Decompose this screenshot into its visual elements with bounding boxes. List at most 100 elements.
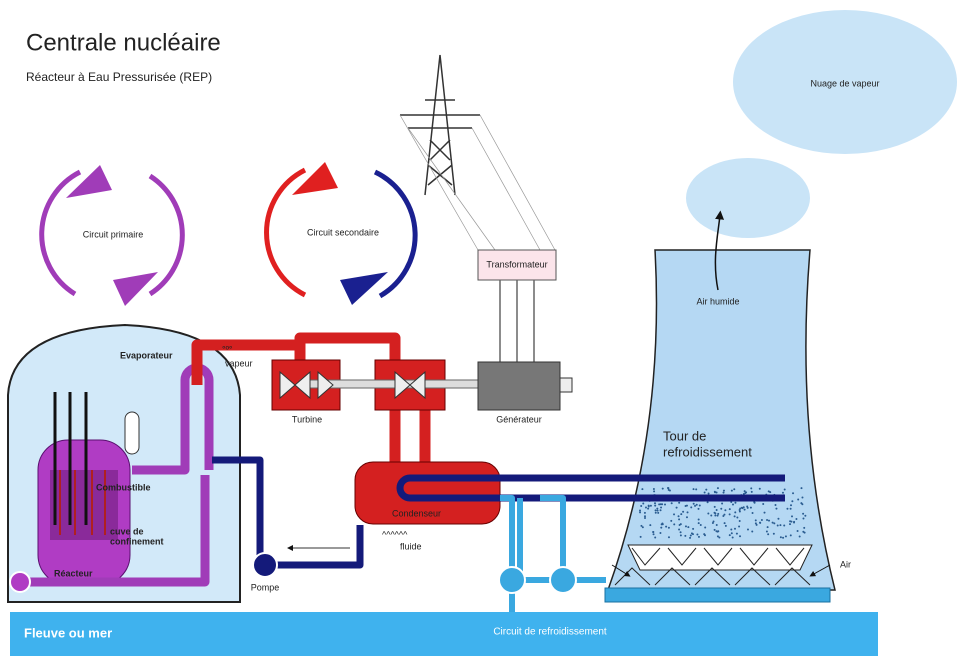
droplet	[734, 502, 736, 504]
droplet	[710, 515, 712, 517]
droplet	[736, 533, 738, 535]
droplet	[783, 525, 785, 527]
droplet	[716, 509, 718, 511]
droplet	[773, 522, 775, 524]
droplet	[647, 508, 649, 510]
droplet	[690, 506, 692, 508]
generator	[478, 362, 560, 410]
droplet	[723, 490, 725, 492]
fuel-label: Combustible	[96, 482, 151, 492]
droplet	[705, 489, 707, 491]
droplet	[704, 527, 706, 529]
droplet	[755, 522, 757, 524]
droplet	[790, 534, 792, 536]
droplet	[641, 488, 643, 490]
droplet	[642, 502, 644, 504]
droplet	[747, 507, 749, 509]
droplet	[673, 513, 675, 515]
droplet	[673, 523, 675, 525]
droplet	[654, 537, 656, 539]
pressurizer	[125, 412, 139, 454]
turbine-label: Turbine	[292, 414, 322, 424]
droplet	[739, 535, 741, 537]
droplet	[724, 522, 726, 524]
subtitle: Réacteur à Eau Pressurisée (REP)	[26, 70, 212, 84]
droplet	[715, 530, 717, 532]
droplet	[653, 533, 655, 535]
droplet	[804, 515, 806, 517]
droplet	[650, 505, 652, 507]
droplet	[780, 536, 782, 538]
feed-pump	[253, 553, 277, 577]
droplet	[789, 523, 791, 525]
droplet	[671, 502, 673, 504]
droplet	[766, 530, 768, 532]
droplet	[744, 509, 746, 511]
droplet	[789, 520, 791, 522]
fluid-wave: ^^^^^^	[382, 529, 408, 539]
droplet	[693, 488, 695, 490]
droplet	[680, 534, 682, 536]
droplet	[769, 491, 771, 493]
droplet	[754, 502, 756, 504]
droplet	[714, 491, 716, 493]
droplet	[687, 511, 689, 513]
droplet	[793, 522, 795, 524]
droplet	[799, 535, 801, 537]
cycle-arrow	[150, 176, 182, 294]
primary-label: Circuit primaire	[83, 229, 144, 239]
pylon	[400, 55, 555, 250]
droplet	[661, 522, 663, 524]
droplet	[739, 520, 741, 522]
droplet	[689, 537, 691, 539]
droplet	[782, 492, 784, 494]
arrow-head	[113, 272, 158, 306]
droplet	[800, 487, 802, 489]
droplet	[729, 534, 731, 536]
droplet	[659, 532, 661, 534]
droplet	[654, 505, 656, 507]
droplet	[717, 515, 719, 517]
droplet	[755, 519, 757, 521]
droplet	[717, 513, 719, 515]
tower-label: Tour de	[663, 428, 706, 443]
droplet	[792, 492, 794, 494]
droplet	[670, 520, 672, 522]
droplet	[682, 511, 684, 513]
droplet	[661, 503, 663, 505]
droplet	[678, 518, 680, 520]
droplet	[707, 512, 709, 514]
droplet	[802, 517, 804, 519]
droplet	[717, 530, 719, 532]
arrow-head	[292, 162, 338, 195]
steam-bubbles: °º°	[222, 344, 233, 354]
cooling-pump	[499, 567, 525, 593]
droplet	[639, 510, 641, 512]
droplet	[662, 488, 664, 490]
droplet	[731, 532, 733, 534]
droplet	[734, 511, 736, 513]
droplet	[766, 519, 768, 521]
droplet	[777, 518, 779, 520]
droplet	[730, 529, 732, 531]
droplet	[686, 505, 688, 507]
droplet	[648, 505, 650, 507]
droplet	[764, 512, 766, 514]
droplet	[665, 526, 667, 528]
droplet	[714, 506, 716, 508]
droplet	[791, 500, 793, 502]
droplet	[751, 491, 753, 493]
droplet	[790, 508, 792, 510]
droplet	[785, 535, 787, 537]
droplet	[693, 503, 695, 505]
droplet	[678, 515, 680, 517]
droplet	[653, 490, 655, 492]
pump-label: Pompe	[251, 582, 280, 592]
droplet	[644, 515, 646, 517]
primary-pump	[10, 572, 30, 592]
droplet	[644, 512, 646, 514]
droplet	[698, 508, 700, 510]
droplet	[657, 512, 659, 514]
droplet	[660, 507, 662, 509]
droplet	[700, 524, 702, 526]
